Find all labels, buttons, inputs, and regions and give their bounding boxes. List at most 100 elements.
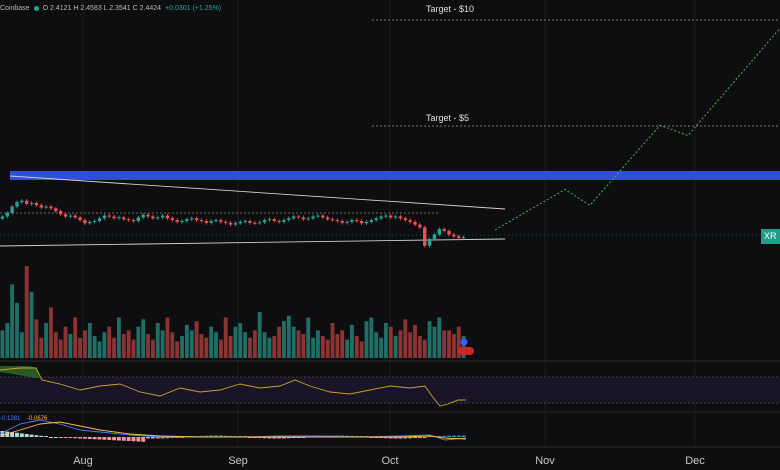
macd-bar [238,436,243,437]
x-axis-ticks: Aug Sep Oct Nov Dec [73,455,705,467]
volume-bar [68,334,73,358]
price-tag: XR [761,229,780,244]
volume-bar [417,335,422,358]
candle-body [272,219,276,221]
macd-bar [0,431,5,437]
macd-bar [257,437,262,438]
x-tick-label: Nov [535,455,555,467]
volume-bar [63,326,68,358]
candle-body [175,220,179,222]
volume-bar [214,332,218,358]
resistance-band [10,171,780,180]
candle-body [350,220,354,222]
candle-body [165,215,170,219]
macd-bar [388,437,393,439]
candle-body [204,221,209,223]
volume-bar [393,335,398,358]
volume-bar [272,335,277,358]
macd-bar [136,437,141,442]
channel-lower-line [0,238,506,247]
volume-bar [78,337,83,358]
volume-bar [204,337,209,358]
macd-bar [311,436,316,437]
ohlc-readout: O 2.4121 H 2.4583 L 2.3541 C 2.4424 [42,4,162,12]
volume-bar [39,337,44,358]
macd-bar [160,437,165,439]
candle-body [126,219,131,221]
rsi-band [0,377,780,403]
macd-bar [126,437,131,441]
candle-body [34,203,39,206]
candle-body [238,221,242,224]
candle-body [282,220,286,222]
volume-bar [291,326,296,358]
volume-bar [456,326,461,358]
candle-body [156,217,160,219]
macd-bar [252,437,257,438]
candle-body [68,215,73,217]
candle-body [136,217,141,221]
volume-bar [447,330,451,358]
candle-body [112,216,116,219]
volume-bar [345,339,349,358]
candle-body [461,237,466,239]
macd-bar [403,437,408,439]
volume-bar [15,302,19,358]
macd-bar [359,436,364,437]
macd-bar [262,437,267,439]
volume-bar [126,330,131,358]
macd-bar [39,435,44,437]
volume-bar [301,334,306,358]
candle-body [88,221,92,224]
macd-bar [73,437,78,439]
volume-bar [243,332,248,358]
volume-bar [451,334,456,358]
candle-body [78,217,82,221]
volume-bar [379,337,383,358]
exchange-label: Coinbase [0,4,30,12]
macd-bar [68,437,73,438]
candle-body [369,220,374,222]
macd-bar [112,437,116,441]
macd-bar [92,437,97,440]
macd-bar [63,437,68,438]
macd-bar [15,432,19,437]
dividend-marker-icon[interactable] [458,347,474,355]
volume-bar [5,323,10,358]
candle-body [151,216,155,219]
candle-body [427,239,432,246]
macd-bar [204,435,209,437]
candle-body [233,223,238,225]
macd-bar [97,437,102,440]
volume-bars [0,266,466,358]
volume-bar [359,341,364,358]
candle-body [141,214,145,218]
macd-bar [442,435,447,437]
macd-bar [427,436,432,437]
candle-body [359,221,364,224]
candle-body [185,219,189,221]
candle-body [209,221,213,223]
candle-body [452,234,456,237]
volume-bar [383,323,388,358]
macd-bar [282,437,286,439]
candle-body [432,234,437,239]
candle-body [20,200,24,203]
volume-bar [422,339,427,358]
candle-body [117,217,121,219]
volume-bar [340,330,345,358]
volume-bar [44,323,49,358]
volume-bar [141,319,146,358]
candle-body [102,215,107,219]
volume-bar [87,323,92,358]
macd-bar [286,437,291,439]
candle-body [267,219,272,221]
candle-body [170,218,175,221]
candle-body [0,216,5,219]
candle-body [39,205,43,208]
candle-body [248,221,252,223]
candle-body [325,217,330,220]
event-marker-icon[interactable] [460,338,468,346]
macd-bar [44,436,49,437]
